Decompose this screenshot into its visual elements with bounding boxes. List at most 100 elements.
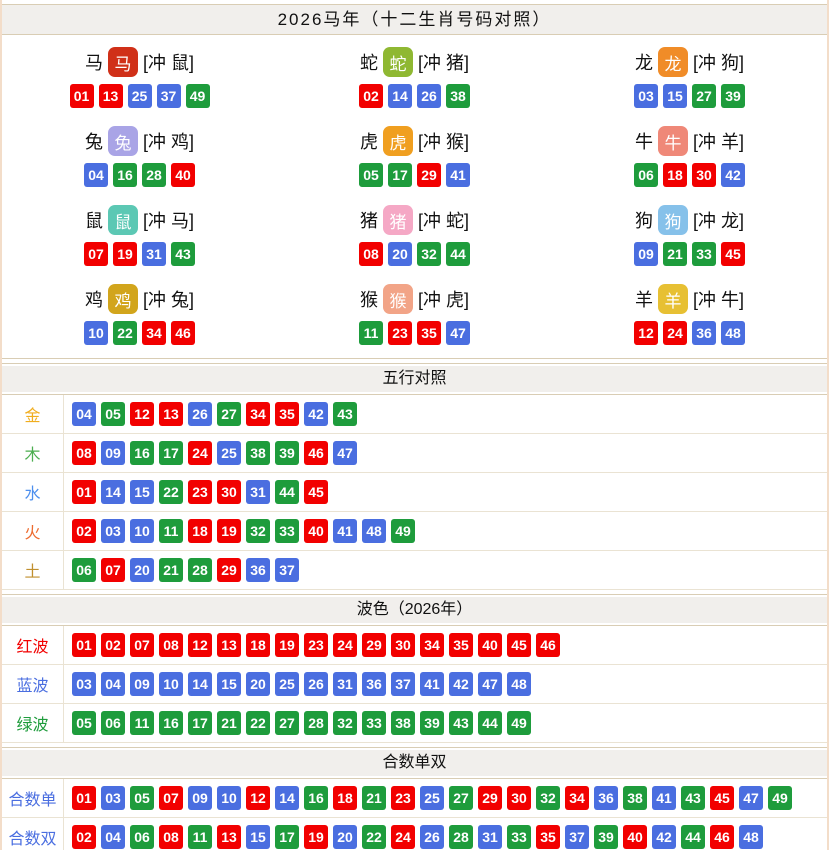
number-chip: 46 [710, 825, 734, 849]
number-chip: 46 [536, 633, 560, 657]
number-chip: 04 [101, 672, 125, 696]
number-chip: 02 [72, 519, 96, 543]
row-numbers: 06 07 20 21 28 29 36 37 [64, 551, 303, 589]
number-chip: 12 [634, 321, 658, 345]
zodiac-number-row: 11 23 35 47 [359, 321, 470, 345]
number-chip: 40 [478, 633, 502, 657]
number-chip: 24 [333, 633, 357, 657]
clash-label: [冲 蛇] [417, 211, 469, 231]
zodiac-cell-dragon: 龙龙 [冲 狗] 03 15 27 39 [552, 38, 827, 117]
zodiac-animal-label: 牛 [634, 132, 653, 152]
number-chip: 17 [159, 441, 183, 465]
table-row: 土 06 07 20 21 28 29 36 37 [2, 551, 827, 590]
number-chip: 42 [652, 825, 676, 849]
row-label: 蓝波 [2, 665, 64, 703]
number-chip: 43 [449, 711, 473, 735]
number-chip: 14 [101, 480, 125, 504]
number-chip: 44 [275, 480, 299, 504]
number-chip: 04 [72, 402, 96, 426]
number-chip: 02 [359, 84, 383, 108]
number-chip: 30 [692, 163, 716, 187]
number-chip: 33 [362, 711, 386, 735]
number-chip: 10 [159, 672, 183, 696]
number-chip: 32 [536, 786, 560, 810]
rooster-icon: 鸡 [107, 284, 138, 314]
number-chip: 12 [188, 633, 212, 657]
number-chip: 05 [130, 786, 154, 810]
number-chip: 06 [130, 825, 154, 849]
number-chip: 41 [333, 519, 357, 543]
number-chip: 43 [333, 402, 357, 426]
number-chip: 09 [188, 786, 212, 810]
zodiac-number-row: 08 20 32 44 [359, 242, 470, 266]
zodiac-animal-label: 狗 [634, 211, 653, 231]
zodiac-cell-dog: 狗狗 [冲 龙] 09 21 33 45 [552, 196, 827, 275]
section-bose-header: 波色（2026年） [2, 594, 827, 626]
zodiac-animal-label: 猴 [359, 290, 378, 310]
clash-label: [冲 狗] [692, 53, 744, 73]
number-chip: 39 [594, 825, 618, 849]
number-chip: 47 [446, 321, 470, 345]
number-chip: 35 [536, 825, 560, 849]
number-chip: 33 [507, 825, 531, 849]
number-chip: 27 [275, 711, 299, 735]
number-chip: 49 [768, 786, 792, 810]
number-chip: 37 [156, 84, 181, 108]
zodiac-cell-rabbit: 兔兔 [冲 鸡] 04 16 28 40 [2, 117, 277, 196]
number-chip: 06 [72, 558, 96, 582]
number-chip: 17 [188, 711, 212, 735]
number-chip: 48 [507, 672, 531, 696]
zodiac-animal-label: 龙 [634, 53, 653, 73]
zodiac-cell-horse: 马马 [冲 鼠] 01 13 25 37 49 [2, 38, 277, 117]
zodiac-animal-label: 蛇 [359, 53, 378, 73]
number-chip: 31 [333, 672, 357, 696]
dragon-icon: 龙 [657, 47, 688, 77]
number-chip: 07 [101, 558, 125, 582]
bose-table: 红波 01 02 07 08 12 13 18 19 23 24 29 30 34 35 40 45 46 蓝波 03… [2, 626, 827, 743]
number-chip: 39 [275, 441, 299, 465]
zodiac-cell-ox: 牛牛 [冲 羊] 06 18 30 42 [552, 117, 827, 196]
clash-label: [冲 牛] [692, 290, 744, 310]
zodiac-animal-label: 猪 [359, 211, 378, 231]
number-chip: 22 [159, 480, 183, 504]
zodiac-number-row: 01 13 25 37 49 [69, 84, 210, 108]
number-chip: 06 [634, 163, 658, 187]
number-chip: 19 [304, 825, 328, 849]
number-chip: 19 [275, 633, 299, 657]
number-chip: 21 [159, 558, 183, 582]
rabbit-icon: 兔 [107, 126, 138, 156]
zodiac-animal-label: 鸡 [84, 290, 103, 310]
zodiac-name-row: 狗狗 [冲 龙] [635, 205, 744, 235]
number-chip: 13 [217, 825, 241, 849]
number-chip: 49 [185, 84, 210, 108]
number-chip: 41 [420, 672, 444, 696]
number-chip: 35 [275, 402, 299, 426]
number-chip: 29 [478, 786, 502, 810]
number-chip: 03 [634, 84, 658, 108]
zodiac-number-row: 12 24 36 48 [634, 321, 745, 345]
number-chip: 41 [652, 786, 676, 810]
number-chip: 22 [113, 321, 137, 345]
zodiac-name-row: 虎虎 [冲 猴] [360, 126, 469, 156]
number-chip: 05 [101, 402, 125, 426]
number-chip: 23 [304, 633, 328, 657]
row-numbers: 08 09 16 17 24 25 38 39 46 47 [64, 434, 361, 472]
number-chip: 12 [246, 786, 270, 810]
number-chip: 01 [69, 84, 94, 108]
number-chip: 25 [127, 84, 152, 108]
number-chip: 10 [217, 786, 241, 810]
number-chip: 08 [159, 633, 183, 657]
number-chip: 31 [142, 242, 166, 266]
number-chip: 01 [72, 786, 96, 810]
zodiac-name-row: 兔兔 [冲 鸡] [85, 126, 194, 156]
number-chip: 08 [72, 441, 96, 465]
row-numbers: 01 02 07 08 12 13 18 19 23 24 29 30 34 35 40 45 46 [64, 626, 564, 664]
number-chip: 14 [188, 672, 212, 696]
number-chip: 23 [391, 786, 415, 810]
zodiac-number-row: 04 16 28 40 [84, 163, 195, 187]
row-numbers: 05 06 11 16 17 21 22 27 28 32 33 38 39 43 44 49 [64, 704, 535, 742]
page-title: 2026马年（十二生肖号码对照） [2, 4, 827, 35]
number-chip: 09 [130, 672, 154, 696]
row-label: 合数单 [2, 779, 64, 817]
number-chip: 45 [304, 480, 328, 504]
